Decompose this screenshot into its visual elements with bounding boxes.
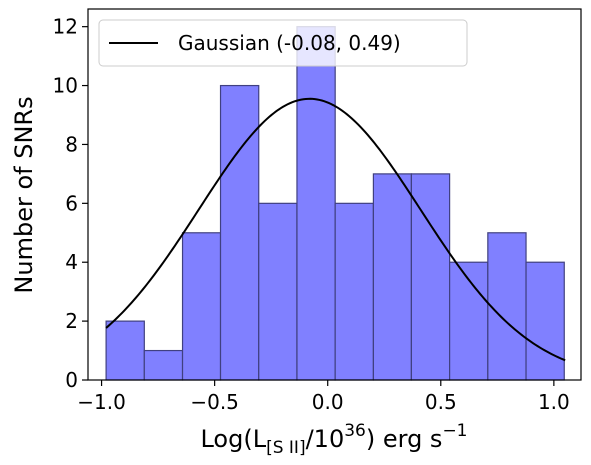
y-tick-label: 8 xyxy=(65,132,78,156)
x-tick-label: 1.0 xyxy=(538,390,570,414)
histogram-bar xyxy=(105,320,145,381)
legend: Gaussian (-0.08, 0.49) xyxy=(98,19,468,67)
histogram-bars xyxy=(105,26,565,381)
y-tick-label: 2 xyxy=(65,309,78,333)
x-axis-label: Log(L[S II]/1036) erg s−1 xyxy=(200,421,467,458)
histogram-bar xyxy=(181,232,222,381)
x-tick-label: −0.5 xyxy=(190,390,239,414)
y-axis-label: Number of SNRs xyxy=(10,96,38,293)
histogram-bar xyxy=(525,261,565,381)
y-tick-label: 4 xyxy=(65,250,78,274)
x-axis-ticks: −1.0 −0.5 0.0 0.5 1.0 xyxy=(77,380,570,414)
plot-frame xyxy=(87,8,582,381)
y-tick-label: 10 xyxy=(53,74,78,98)
legend-label: Gaussian (-0.08, 0.49) xyxy=(178,31,401,55)
y-tick-label: 0 xyxy=(65,368,78,392)
histogram-bar xyxy=(219,84,260,381)
gaussian-fit-line xyxy=(105,97,566,362)
x-tick-label: 0.5 xyxy=(425,390,457,414)
legend-box xyxy=(98,19,468,67)
histogram-bar xyxy=(143,349,184,381)
x-tick-label: −1.0 xyxy=(77,390,126,414)
histogram-bar xyxy=(258,202,298,381)
y-tick-label: 6 xyxy=(65,191,78,215)
histogram-bar xyxy=(372,173,412,381)
x-tick-label: 0.0 xyxy=(312,390,344,414)
y-tick-label: 12 xyxy=(53,15,78,39)
histogram-bar xyxy=(487,232,527,381)
histogram-bar xyxy=(410,173,451,381)
histogram-bar xyxy=(334,202,374,381)
y-axis-ticks: 0 2 4 6 8 10 12 xyxy=(53,15,88,392)
histogram-bar xyxy=(296,26,336,381)
histogram-bar xyxy=(449,261,489,381)
